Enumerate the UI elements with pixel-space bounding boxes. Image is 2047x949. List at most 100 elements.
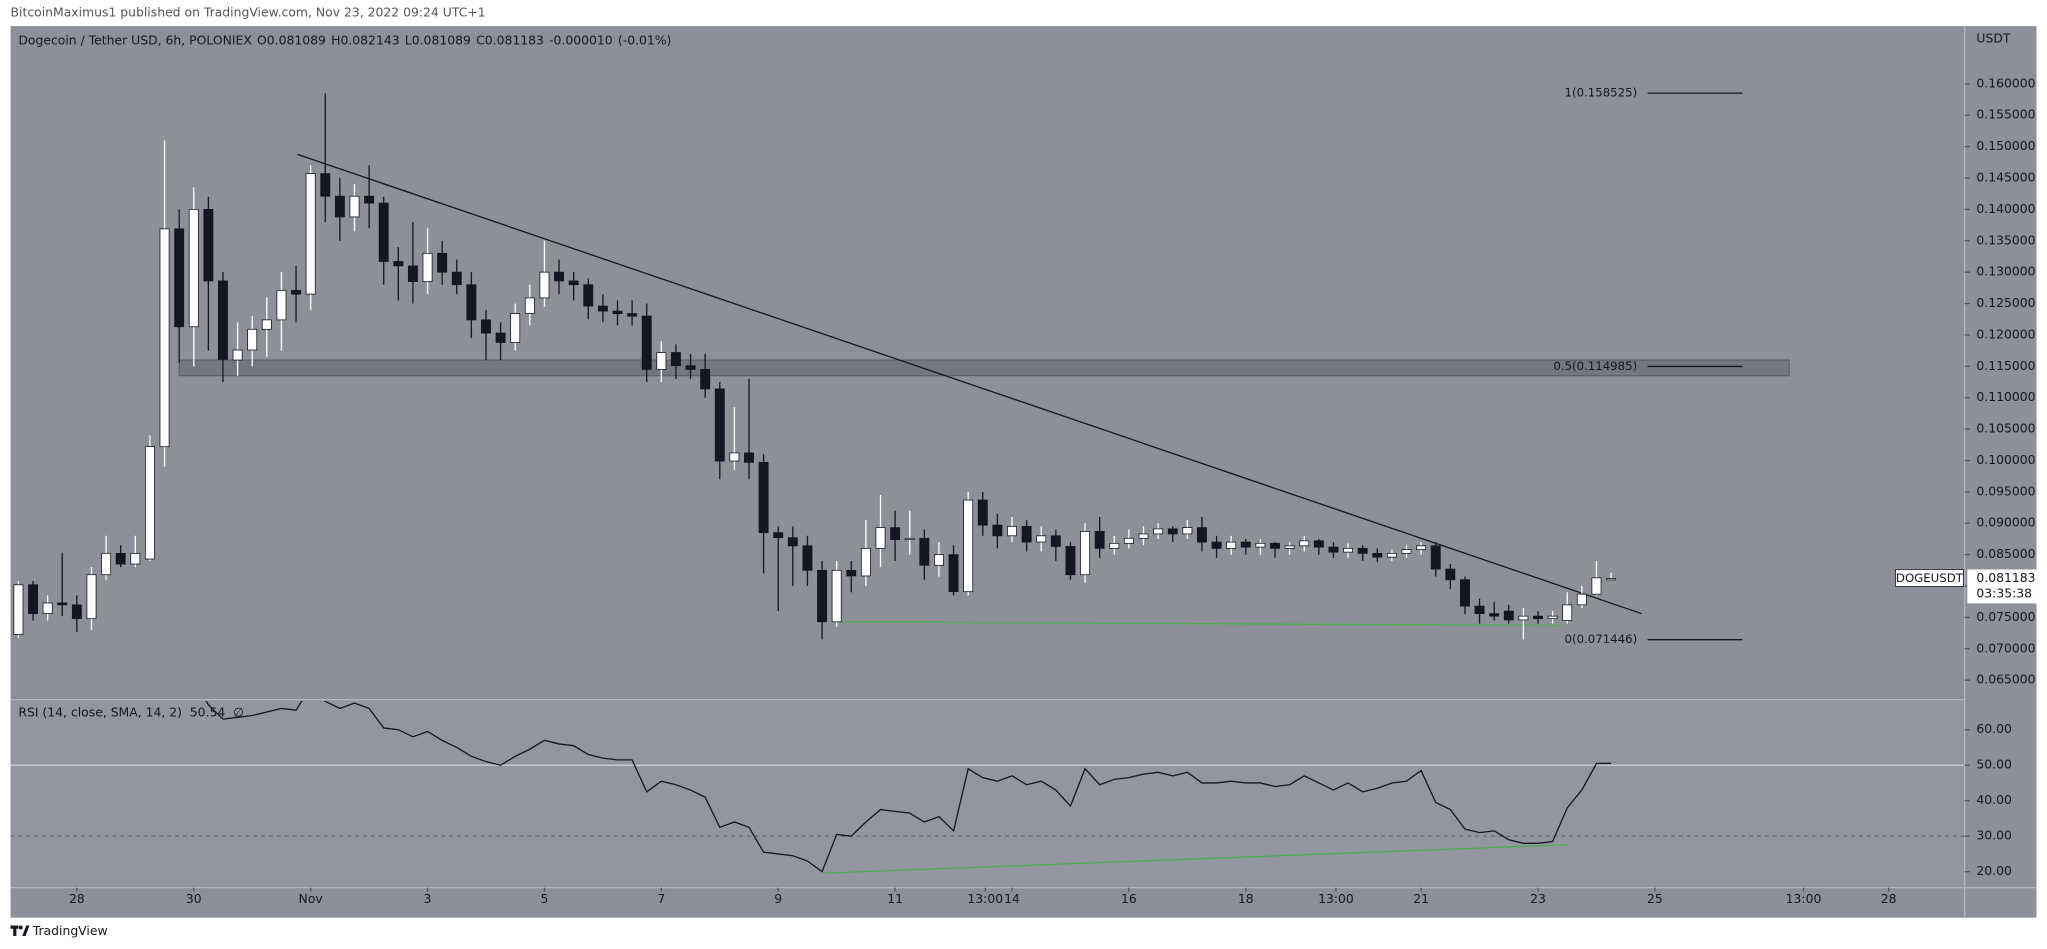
y-tick-label: 0.115000 bbox=[1976, 358, 2035, 373]
candle-body bbox=[1386, 552, 1397, 558]
candle-body bbox=[597, 305, 608, 312]
y-unit: USDT bbox=[1976, 31, 2010, 46]
x-tick-label: 30 bbox=[186, 891, 202, 906]
candle-body bbox=[1606, 578, 1617, 581]
candle-body bbox=[1153, 528, 1164, 535]
candle-body bbox=[1080, 531, 1091, 576]
candle-body bbox=[1503, 610, 1514, 621]
x-tick-label: 25 bbox=[1647, 891, 1663, 906]
x-tick-label: 13:00 bbox=[967, 891, 1003, 906]
candle-body bbox=[656, 352, 667, 370]
fib-label: 0.5(0.114985) bbox=[1553, 359, 1637, 373]
candle-body bbox=[174, 228, 185, 328]
y-tick-label: 0.135000 bbox=[1976, 232, 2035, 247]
candle-body bbox=[1343, 547, 1354, 553]
y-tick-label: 40.00 bbox=[1976, 792, 2012, 807]
y-tick-label: 20.00 bbox=[1976, 863, 2012, 878]
candle-body bbox=[320, 173, 331, 197]
candle-body bbox=[627, 313, 638, 317]
candle-body bbox=[1328, 546, 1339, 553]
candle-body bbox=[539, 271, 550, 299]
candle-body bbox=[963, 499, 974, 593]
candle-body bbox=[1416, 545, 1427, 550]
candle-body bbox=[451, 271, 462, 286]
candle-body bbox=[130, 552, 141, 565]
candle-body bbox=[758, 461, 769, 534]
candle-body bbox=[1489, 613, 1500, 617]
y-tick-label: 30.00 bbox=[1976, 828, 2012, 843]
candle-body bbox=[261, 319, 272, 330]
x-tick-label: 7 bbox=[657, 891, 665, 906]
candle-body bbox=[1065, 546, 1076, 576]
candle-body bbox=[495, 332, 506, 343]
price-tag: 0.081183 bbox=[1976, 570, 2035, 585]
change-percent: (-0.01%) bbox=[618, 32, 672, 47]
ohlc-value: 0.081089 bbox=[267, 32, 326, 47]
candle-body bbox=[437, 252, 448, 273]
candle-body bbox=[13, 584, 24, 635]
candle-body bbox=[554, 271, 565, 282]
candle-body bbox=[144, 446, 155, 560]
candle-body bbox=[334, 195, 345, 218]
candle-body bbox=[481, 319, 491, 334]
candle-body bbox=[1401, 549, 1412, 554]
price-tag-box bbox=[1967, 569, 2037, 604]
candle-body bbox=[744, 452, 754, 463]
rsi-value: 50.54 bbox=[190, 704, 226, 719]
y-tick-label: 0.105000 bbox=[1976, 421, 2035, 436]
candle-body bbox=[510, 313, 521, 343]
candle-body bbox=[1050, 535, 1061, 547]
candle-body bbox=[1226, 541, 1237, 549]
x-tick-label: 5 bbox=[540, 891, 548, 906]
candle-body bbox=[875, 527, 886, 549]
y-tick-label: 0.130000 bbox=[1976, 264, 2035, 279]
candle-body bbox=[773, 532, 784, 539]
candle-body bbox=[612, 310, 623, 314]
candle-body bbox=[203, 209, 214, 282]
chart-title: Dogecoin / Tether USD, 6h, POLONIEX bbox=[18, 32, 252, 47]
x-tick-label: Nov bbox=[299, 891, 323, 906]
candle-body bbox=[1211, 541, 1222, 549]
candle-body bbox=[1313, 540, 1324, 548]
candle-body bbox=[1167, 528, 1178, 535]
footer-logo bbox=[10, 925, 30, 936]
x-tick-label: 13:00 bbox=[1318, 891, 1354, 906]
rsi-line bbox=[205, 700, 1612, 873]
trend-line bbox=[297, 153, 1642, 615]
candle-body bbox=[583, 284, 594, 307]
change-value: -0.000010 bbox=[549, 32, 613, 47]
support-zone bbox=[178, 359, 1790, 377]
y-tick-label: 0.155000 bbox=[1976, 107, 2035, 122]
candle-body bbox=[57, 602, 68, 606]
candle-body bbox=[1094, 531, 1105, 549]
candle-body bbox=[1357, 547, 1368, 554]
candle-body bbox=[1372, 552, 1383, 558]
chart-header: Dogecoin / Tether USD, 6h, POLONIEX O0.08… bbox=[18, 32, 671, 47]
candle-body bbox=[1284, 545, 1295, 549]
candle-body bbox=[159, 228, 170, 448]
candle-body bbox=[817, 569, 828, 623]
candle-body bbox=[188, 209, 199, 328]
candle-body bbox=[28, 584, 38, 615]
candle-body bbox=[115, 552, 126, 565]
fib-label: 0(0.071446) bbox=[1565, 632, 1638, 646]
candle-body bbox=[218, 280, 228, 360]
y-tick-label: 0.125000 bbox=[1976, 295, 2035, 310]
publisher-line: BitcoinMaximus1 published on TradingView… bbox=[11, 5, 486, 20]
candle-body bbox=[1240, 541, 1251, 548]
y-tick-label: 0.090000 bbox=[1976, 515, 2035, 530]
y-tick-label: 0.070000 bbox=[1976, 640, 2035, 655]
ohlc-value: 0.081089 bbox=[412, 32, 471, 47]
logo-part bbox=[22, 925, 30, 936]
x-tick-label: 16 bbox=[1121, 891, 1137, 906]
y-tick-label: 50.00 bbox=[1976, 757, 2012, 772]
candle-body bbox=[86, 574, 97, 620]
candle-body bbox=[787, 537, 798, 547]
candle-body bbox=[378, 202, 389, 262]
trend-line bbox=[824, 844, 1568, 874]
candle-body bbox=[670, 352, 681, 367]
symbol-tag-box bbox=[1895, 569, 1964, 587]
candle-body bbox=[305, 173, 316, 295]
